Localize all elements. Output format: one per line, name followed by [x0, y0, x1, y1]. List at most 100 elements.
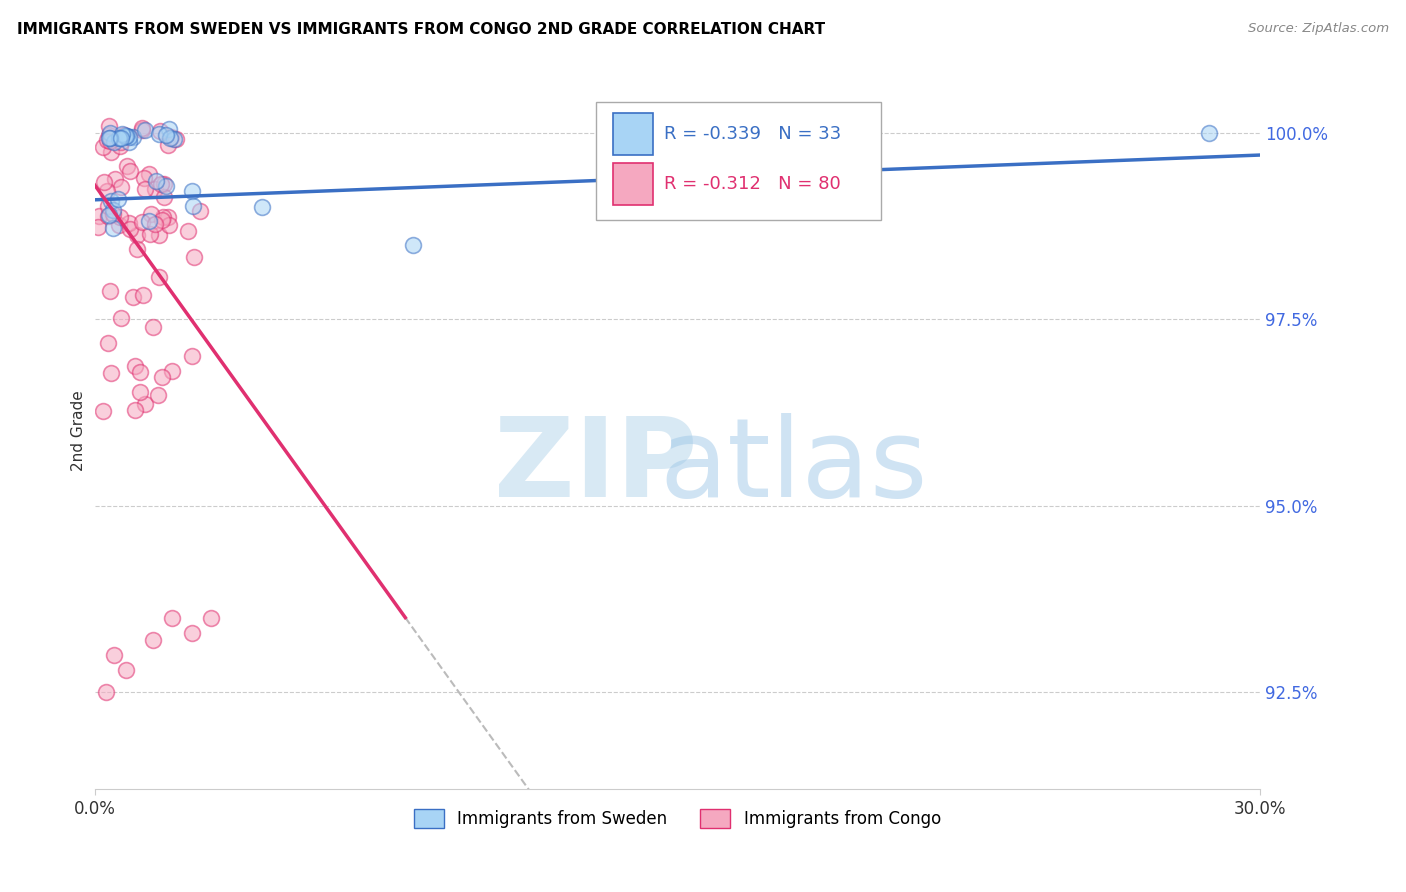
Point	[150, 369, 173, 384]
Point	[101, 202, 124, 217]
Point	[107, 130, 129, 145]
Point	[97, 128, 120, 142]
Point	[118, 216, 141, 230]
Point	[110, 136, 132, 150]
Point	[118, 222, 141, 236]
Point	[107, 192, 129, 206]
Point	[148, 270, 170, 285]
Point	[87, 209, 110, 223]
Point	[146, 388, 169, 402]
Point	[124, 403, 146, 417]
Point	[177, 223, 200, 237]
Point	[180, 350, 202, 364]
Point	[129, 365, 152, 379]
Point	[91, 139, 114, 153]
Point	[118, 129, 141, 144]
Point	[131, 121, 153, 136]
Point	[98, 135, 121, 149]
Text: atlas: atlas	[659, 413, 928, 520]
Point	[134, 122, 156, 136]
Point	[157, 138, 180, 153]
Point	[104, 172, 127, 186]
Point	[142, 319, 165, 334]
Point	[97, 209, 120, 223]
Point	[180, 625, 202, 640]
Point	[96, 133, 118, 147]
Point	[200, 610, 222, 624]
Point	[103, 135, 125, 149]
Point	[131, 214, 153, 228]
Point	[138, 227, 160, 241]
Point	[149, 124, 172, 138]
Point	[131, 123, 153, 137]
Point	[157, 122, 180, 136]
Point	[148, 127, 170, 141]
Point	[134, 397, 156, 411]
Point	[163, 132, 186, 146]
Point	[150, 213, 173, 227]
Point	[112, 128, 135, 143]
Point	[180, 184, 202, 198]
Point	[152, 190, 174, 204]
Y-axis label: 2nd Grade: 2nd Grade	[72, 391, 86, 472]
Text: IMMIGRANTS FROM SWEDEN VS IMMIGRANTS FROM CONGO 2ND GRADE CORRELATION CHART: IMMIGRANTS FROM SWEDEN VS IMMIGRANTS FRO…	[17, 22, 825, 37]
Point	[100, 145, 122, 160]
Legend: Immigrants from Sweden, Immigrants from Congo: Immigrants from Sweden, Immigrants from …	[406, 802, 948, 835]
Text: ZIP: ZIP	[494, 413, 697, 520]
Point	[98, 126, 121, 140]
Point	[98, 284, 121, 298]
Point	[108, 210, 131, 224]
Point	[97, 336, 120, 351]
Point	[103, 648, 125, 662]
Point	[157, 218, 180, 232]
Point	[1198, 126, 1220, 140]
Point	[134, 182, 156, 196]
Point	[162, 364, 184, 378]
Point	[190, 204, 212, 219]
FancyBboxPatch shape	[613, 112, 652, 155]
Point	[108, 131, 131, 145]
Point	[155, 128, 177, 142]
Point	[162, 610, 184, 624]
Point	[152, 210, 174, 224]
Point	[132, 171, 155, 186]
Point	[87, 219, 110, 234]
Point	[100, 194, 122, 208]
Point	[122, 129, 145, 144]
Point	[131, 288, 153, 302]
Point	[101, 221, 124, 235]
Point	[141, 207, 163, 221]
Point	[145, 174, 167, 188]
Point	[124, 359, 146, 373]
Point	[159, 131, 181, 145]
Point	[128, 384, 150, 399]
Point	[110, 311, 132, 326]
Point	[156, 210, 179, 224]
Point	[110, 130, 132, 145]
Point	[101, 207, 124, 221]
Point	[155, 179, 177, 194]
Point	[110, 180, 132, 194]
Point	[142, 632, 165, 647]
Point	[97, 119, 120, 133]
Text: R = -0.312   N = 80: R = -0.312 N = 80	[665, 175, 841, 193]
Point	[125, 228, 148, 243]
Point	[97, 199, 120, 213]
Point	[100, 366, 122, 380]
Point	[91, 404, 114, 418]
Point	[181, 199, 204, 213]
Point	[159, 130, 181, 145]
Point	[127, 242, 149, 256]
Point	[98, 131, 121, 145]
FancyBboxPatch shape	[596, 102, 882, 219]
Point	[122, 290, 145, 304]
Point	[115, 129, 138, 144]
Point	[148, 228, 170, 243]
Point	[143, 182, 166, 196]
Point	[96, 184, 118, 198]
Point	[250, 200, 273, 214]
Point	[108, 138, 131, 153]
Text: R = -0.339   N = 33: R = -0.339 N = 33	[665, 125, 842, 143]
Point	[111, 128, 134, 142]
Point	[96, 685, 118, 699]
